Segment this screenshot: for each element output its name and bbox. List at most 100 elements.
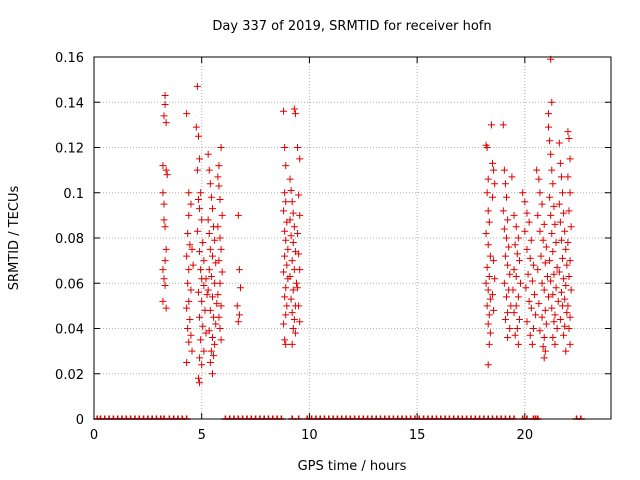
- data-point: [208, 293, 216, 301]
- data-point: [482, 279, 490, 287]
- data-point: [514, 293, 522, 301]
- data-point: [214, 291, 222, 299]
- data-point: [281, 336, 289, 344]
- data-point: [208, 370, 216, 378]
- data-point: [289, 325, 297, 332]
- data-point: [511, 241, 519, 249]
- data-point: [288, 257, 296, 265]
- data-point: [216, 196, 224, 204]
- data-point: [514, 340, 522, 348]
- data-point: [208, 334, 216, 342]
- data-point: [563, 261, 571, 269]
- y-tick-label: 0.12: [55, 142, 84, 157]
- data-point: [549, 334, 557, 342]
- data-point: [160, 216, 168, 224]
- data-point: [206, 180, 214, 188]
- data-point: [160, 275, 168, 283]
- y-tick-label: 0.02: [55, 368, 84, 383]
- data-point: [512, 223, 520, 231]
- data-point: [511, 331, 519, 339]
- data-point: [539, 236, 547, 244]
- data-point: [501, 252, 509, 260]
- data-point: [161, 223, 169, 231]
- data-point: [205, 266, 213, 274]
- data-point: [289, 209, 297, 217]
- data-point: [194, 196, 202, 204]
- data-point: [514, 234, 522, 242]
- data-point: [296, 211, 304, 219]
- data-point: [196, 379, 204, 387]
- data-point: [196, 205, 204, 213]
- data-point: [556, 315, 564, 323]
- data-point: [555, 268, 563, 276]
- data-point: [549, 248, 557, 256]
- data-point: [566, 189, 574, 197]
- data-point: [161, 101, 169, 109]
- data-point: [538, 279, 546, 287]
- data-point: [192, 123, 200, 131]
- data-point: [207, 272, 215, 280]
- data-point: [193, 227, 201, 235]
- data-point: [503, 293, 511, 301]
- data-point: [535, 300, 543, 308]
- data-point: [183, 252, 191, 260]
- data-point: [282, 198, 290, 206]
- data-point: [215, 162, 223, 170]
- data-point: [526, 254, 534, 262]
- data-point: [186, 315, 194, 323]
- data-point: [565, 325, 573, 332]
- y-tick-label: 0.08: [55, 232, 84, 247]
- data-point: [211, 340, 219, 348]
- data-point: [198, 361, 206, 369]
- data-point: [499, 207, 507, 215]
- data-point: [566, 340, 574, 348]
- data-point: [510, 211, 518, 219]
- data-point: [547, 211, 555, 219]
- data-point: [218, 268, 226, 276]
- data-point: [200, 257, 208, 265]
- data-point: [550, 318, 558, 326]
- data-point: [486, 252, 494, 260]
- data-point: [513, 325, 521, 332]
- data-point: [526, 331, 534, 339]
- data-point: [519, 189, 527, 197]
- data-point: [552, 284, 560, 292]
- data-point: [290, 223, 298, 231]
- data-point: [561, 227, 569, 235]
- data-point: [549, 180, 557, 188]
- data-point: [515, 315, 523, 323]
- data-point: [484, 361, 492, 369]
- data-point: [211, 236, 219, 244]
- data-point: [291, 329, 299, 337]
- data-point: [546, 257, 554, 265]
- data-point: [555, 139, 563, 147]
- data-point: [485, 272, 493, 280]
- data-point: [288, 340, 296, 348]
- data-point: [522, 284, 530, 292]
- data-point: [184, 325, 192, 332]
- data-point: [484, 320, 492, 328]
- data-point: [196, 313, 204, 321]
- data-point: [206, 306, 214, 314]
- data-point: [541, 306, 549, 314]
- data-point: [287, 295, 295, 303]
- data-point: [282, 284, 290, 292]
- data-point: [503, 234, 511, 242]
- data-point: [491, 275, 499, 283]
- data-point: [196, 248, 204, 256]
- data-point: [537, 252, 545, 260]
- data-point: [162, 166, 170, 174]
- y-tick-label: 0: [76, 413, 84, 428]
- data-point: [198, 297, 206, 305]
- data-point: [235, 266, 243, 274]
- data-point: [162, 304, 170, 312]
- data-point: [546, 193, 554, 201]
- data-point: [547, 277, 555, 285]
- data-point: [534, 211, 542, 219]
- data-point: [197, 336, 205, 344]
- data-point: [509, 286, 517, 294]
- data-point: [196, 354, 204, 362]
- data-point: [162, 245, 170, 253]
- data-point: [554, 297, 562, 305]
